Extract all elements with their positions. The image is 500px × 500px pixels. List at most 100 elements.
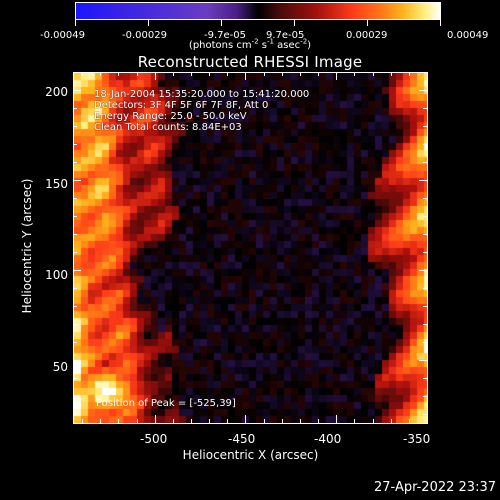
axis-tick <box>209 419 210 423</box>
colorbar-label: -0.00029 <box>122 30 167 41</box>
colorbar-tick <box>367 20 368 26</box>
axis-tick <box>409 419 410 423</box>
axis-tick <box>354 72 355 76</box>
units-exponent: -2 <box>251 37 259 46</box>
units-exponent: -1 <box>267 37 274 46</box>
axis-tick <box>73 252 77 253</box>
axis-tick <box>423 342 427 343</box>
axis-tick <box>73 396 77 397</box>
units-close: ) <box>307 40 312 51</box>
axis-tick <box>419 360 427 361</box>
image-plot-area: 18-Jan-2004 15:35:20.000 to 15:41:20.000… <box>73 72 428 424</box>
y-tick-label: 150 <box>45 177 68 191</box>
annotation-peak-position: Position of Peak = [-525,39] <box>96 398 236 409</box>
colorbar-tick <box>294 20 295 26</box>
units-prefix: (photons cm <box>188 40 252 51</box>
image-annotations: 18-Jan-2004 15:35:20.000 to 15:41:20.000… <box>94 89 309 133</box>
axis-tick <box>227 419 228 423</box>
axis-tick <box>300 419 301 423</box>
axis-tick <box>173 72 174 76</box>
axis-tick <box>423 144 427 145</box>
colorbar-label: -0.00049 <box>40 30 85 41</box>
axis-tick <box>423 252 427 253</box>
axis-tick <box>155 72 156 80</box>
axis-tick <box>155 415 156 423</box>
axis-tick <box>118 419 119 423</box>
axis-tick <box>409 72 410 76</box>
axis-tick <box>423 288 427 289</box>
axis-tick <box>118 72 119 76</box>
axis-tick <box>300 72 301 76</box>
axis-tick <box>73 216 77 217</box>
axis-tick <box>264 419 265 423</box>
axis-tick <box>373 419 374 423</box>
colorbar-tick <box>148 20 149 26</box>
annotation-clean-counts: Clean Total counts: 8.84E+03 <box>94 122 242 133</box>
annotation-time-range: 18-Jan-2004 15:35:20.000 to 15:41:20.000 <box>94 89 310 100</box>
axis-tick <box>82 419 83 423</box>
axis-tick <box>391 419 392 423</box>
colorbar-tick <box>221 20 222 26</box>
axis-tick <box>423 72 427 73</box>
axis-tick <box>423 216 427 217</box>
axis-tick <box>391 72 392 76</box>
y-tick-label: 200 <box>45 85 68 99</box>
axis-tick <box>282 72 283 76</box>
axis-tick <box>336 72 337 80</box>
units-exponent: -2 <box>300 37 308 46</box>
axis-tick <box>282 419 283 423</box>
axis-tick <box>73 414 77 415</box>
axis-tick <box>73 198 77 199</box>
axis-tick <box>264 72 265 76</box>
colorbar <box>75 2 441 20</box>
colorbar-label: 0.00049 <box>447 30 489 41</box>
axis-tick <box>73 306 77 307</box>
axis-tick <box>423 126 427 127</box>
axis-tick <box>423 234 427 235</box>
axis-tick <box>73 234 77 235</box>
colorbar-tick <box>75 20 76 26</box>
axis-tick <box>73 270 81 271</box>
axis-tick <box>318 72 319 76</box>
x-axis-label: Heliocentric X (arcsec) <box>182 448 319 462</box>
y-axis-label: Heliocentric Y (arcsec) <box>20 178 34 314</box>
x-tick-label: -500 <box>140 432 168 446</box>
axis-tick <box>373 72 374 76</box>
axis-tick <box>73 72 77 73</box>
colorbar-label: -9.7e-05 <box>204 30 246 41</box>
units-asec: asec <box>274 40 301 51</box>
axis-tick <box>245 415 246 423</box>
axis-tick <box>419 270 427 271</box>
axis-tick <box>419 90 427 91</box>
colorbar-label: 0.00029 <box>346 30 388 41</box>
axis-tick <box>73 108 77 109</box>
axis-tick <box>354 419 355 423</box>
axis-tick <box>73 126 77 127</box>
axis-tick <box>245 72 246 80</box>
colorbar-label: 9.7e-05 <box>266 30 305 41</box>
axis-tick <box>423 198 427 199</box>
annotation-energy-range: Energy Range: 25.0 - 50.0 keV <box>94 111 247 122</box>
axis-tick <box>423 378 427 379</box>
axis-tick <box>423 162 427 163</box>
axis-tick <box>191 72 192 76</box>
axis-tick <box>82 72 83 76</box>
colorbar-tick <box>440 20 441 26</box>
axis-tick <box>73 90 81 91</box>
x-tick-label: -350 <box>403 432 431 446</box>
axis-tick <box>73 378 77 379</box>
axis-tick <box>137 72 138 76</box>
axis-tick <box>73 180 81 181</box>
colorbar-labels: -0.00049 -0.00029 -9.7e-05 9.7e-05 0.000… <box>0 29 500 43</box>
plot-title: Reconstructed RHESSI Image <box>137 53 363 71</box>
axis-tick <box>73 360 81 361</box>
x-tick-label: -400 <box>314 432 342 446</box>
axis-tick <box>419 180 427 181</box>
axis-tick <box>423 306 427 307</box>
axis-tick <box>73 144 77 145</box>
axis-tick <box>427 415 428 423</box>
axis-tick <box>336 415 337 423</box>
colorbar-ticks <box>75 20 441 26</box>
axis-tick <box>423 396 427 397</box>
axis-tick <box>191 419 192 423</box>
